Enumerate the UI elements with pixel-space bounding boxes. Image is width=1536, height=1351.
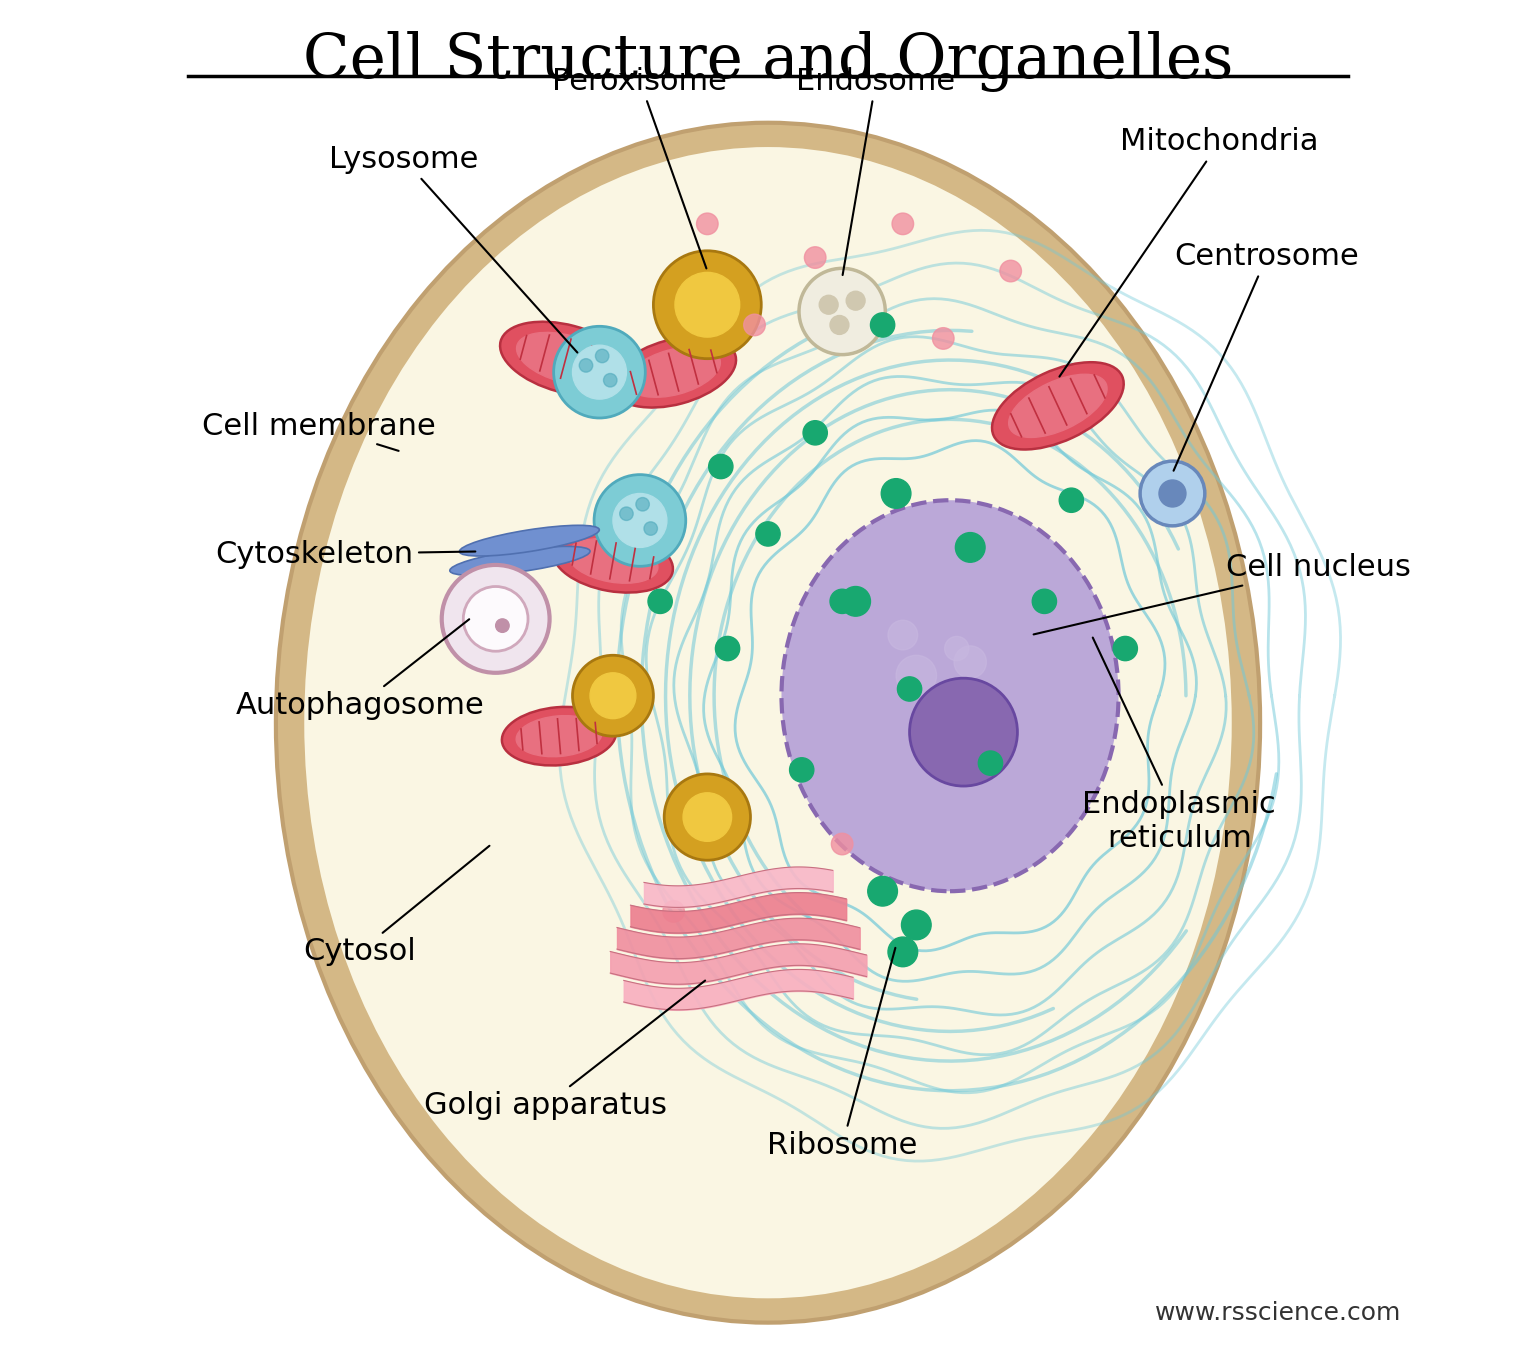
Circle shape (644, 521, 657, 535)
Circle shape (743, 315, 765, 336)
Circle shape (819, 296, 839, 315)
Ellipse shape (459, 526, 599, 557)
Ellipse shape (568, 539, 657, 584)
Circle shape (674, 273, 740, 338)
Circle shape (799, 269, 885, 354)
Circle shape (871, 313, 895, 338)
Circle shape (619, 507, 633, 520)
Circle shape (1140, 461, 1204, 526)
Circle shape (613, 493, 667, 547)
Text: Golgi apparatus: Golgi apparatus (424, 981, 705, 1120)
Circle shape (1000, 261, 1021, 282)
Circle shape (868, 877, 897, 907)
Circle shape (829, 589, 854, 613)
Text: Cytosol: Cytosol (303, 846, 490, 966)
Circle shape (604, 373, 617, 386)
Circle shape (756, 521, 780, 546)
Circle shape (442, 565, 550, 673)
Text: Peroxisome: Peroxisome (553, 66, 728, 269)
Circle shape (708, 454, 733, 478)
Circle shape (579, 358, 593, 372)
Circle shape (1032, 589, 1057, 613)
Ellipse shape (450, 546, 590, 576)
Text: Cell Structure and Organelles: Cell Structure and Organelles (303, 31, 1233, 92)
Ellipse shape (992, 362, 1124, 450)
Ellipse shape (502, 707, 616, 766)
Ellipse shape (303, 146, 1233, 1300)
Circle shape (648, 589, 673, 613)
Circle shape (831, 834, 852, 855)
Circle shape (573, 655, 653, 736)
Circle shape (684, 793, 731, 842)
Circle shape (573, 346, 627, 399)
Circle shape (464, 586, 528, 651)
Circle shape (653, 251, 762, 358)
Circle shape (636, 497, 650, 511)
Ellipse shape (516, 716, 602, 757)
Circle shape (553, 327, 645, 417)
Text: www.rsscience.com: www.rsscience.com (1155, 1301, 1402, 1325)
Ellipse shape (627, 347, 720, 397)
Text: Cytoskeleton: Cytoskeleton (215, 539, 475, 569)
Circle shape (790, 758, 814, 782)
Ellipse shape (553, 530, 673, 593)
Circle shape (917, 703, 943, 730)
Text: Endoplasmic
reticulum: Endoplasmic reticulum (1083, 638, 1276, 852)
Circle shape (909, 678, 1017, 786)
Circle shape (1114, 636, 1138, 661)
Text: Ribosome: Ribosome (766, 948, 917, 1161)
Circle shape (1060, 488, 1083, 512)
Circle shape (840, 586, 871, 616)
Text: Cell nucleus: Cell nucleus (1034, 553, 1412, 635)
Text: Mitochondria: Mitochondria (1060, 127, 1319, 377)
Circle shape (932, 328, 954, 349)
Circle shape (805, 247, 826, 269)
Circle shape (945, 636, 969, 661)
Circle shape (664, 901, 685, 923)
Circle shape (590, 673, 636, 719)
Circle shape (888, 938, 917, 967)
Circle shape (897, 677, 922, 701)
Circle shape (594, 474, 685, 566)
Circle shape (664, 774, 751, 861)
Circle shape (965, 684, 1003, 721)
Circle shape (978, 751, 1003, 775)
Circle shape (954, 646, 986, 678)
Circle shape (596, 349, 608, 362)
Circle shape (803, 420, 828, 444)
Circle shape (902, 911, 931, 940)
Ellipse shape (611, 336, 736, 408)
Ellipse shape (276, 123, 1260, 1323)
Ellipse shape (501, 322, 631, 396)
Text: Cell membrane: Cell membrane (201, 412, 436, 451)
Ellipse shape (516, 332, 614, 385)
Ellipse shape (1009, 374, 1107, 438)
Circle shape (496, 619, 508, 632)
Circle shape (895, 655, 937, 696)
Text: Endosome: Endosome (796, 66, 955, 276)
Text: Centrosome: Centrosome (1174, 242, 1359, 470)
Circle shape (716, 636, 740, 661)
Circle shape (892, 213, 914, 235)
Ellipse shape (782, 500, 1118, 892)
Text: Lysosome: Lysosome (329, 145, 578, 353)
Circle shape (846, 292, 865, 311)
Text: Autophagosome: Autophagosome (235, 619, 484, 720)
Circle shape (1160, 480, 1186, 507)
Circle shape (888, 620, 917, 650)
Circle shape (955, 532, 985, 562)
Circle shape (882, 478, 911, 508)
Circle shape (829, 316, 849, 335)
Circle shape (696, 213, 719, 235)
